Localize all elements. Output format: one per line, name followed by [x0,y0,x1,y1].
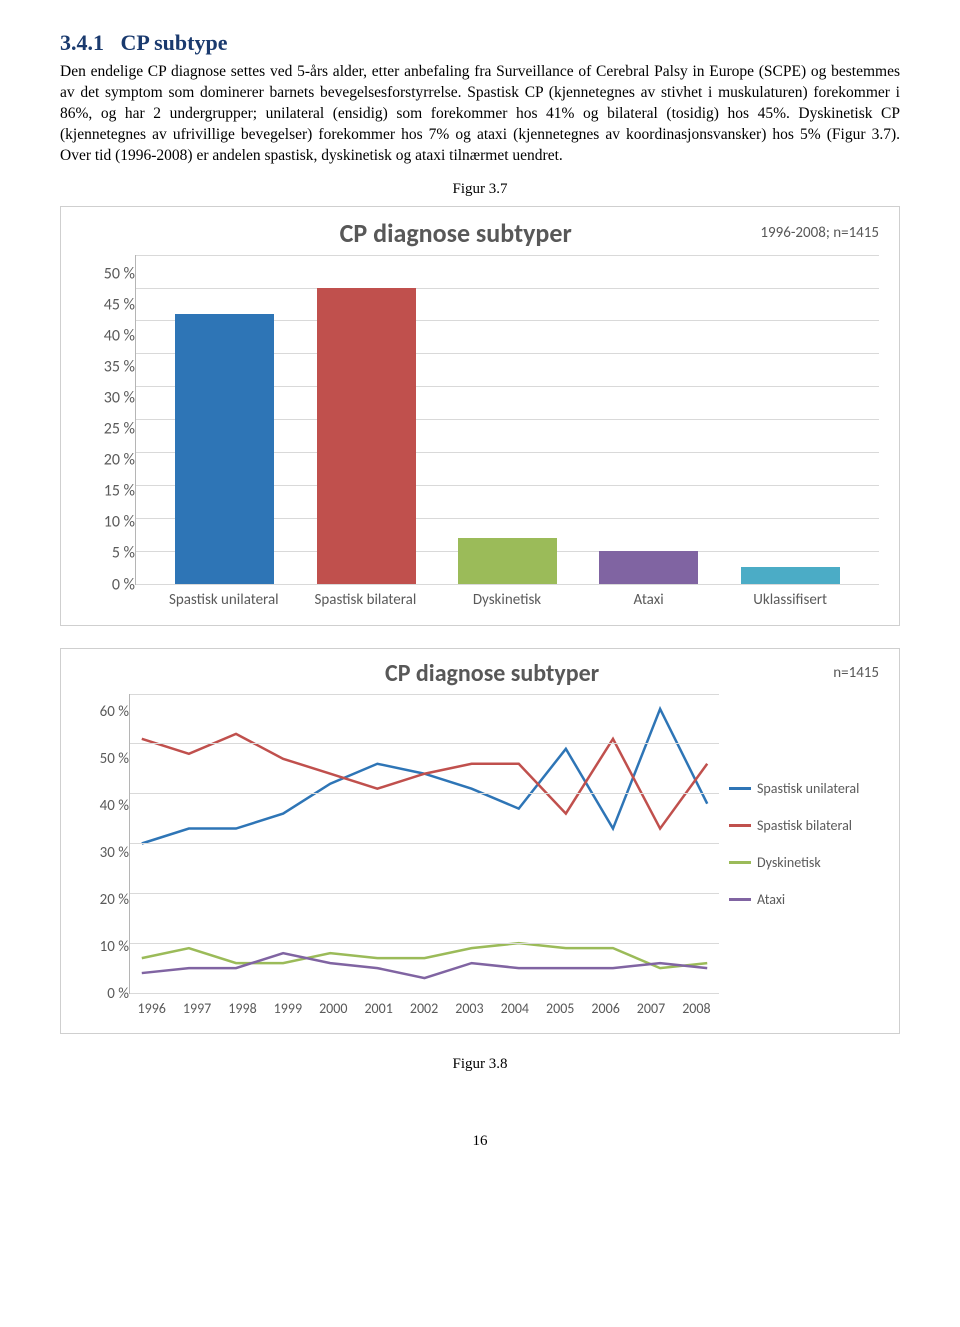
bar-column [295,255,436,584]
bar-y-tick: 30 % [104,388,135,407]
line-legend: Spastisk unilateral Spastisk bilateral Dys… [719,694,879,994]
line-x-label: 2003 [447,1000,492,1017]
bar-column [578,255,719,584]
legend-item: Spastisk bilateral [729,817,879,834]
line-grid-line [130,743,719,744]
bar-x-label: Ataxi [578,591,720,609]
bar-y-tick: 0 % [112,575,135,594]
line-series [142,943,707,968]
line-grid-line [130,793,719,794]
legend-label: Spastisk unilateral [757,780,859,797]
bars-row [136,255,879,584]
bar-chart-header: CP diagnose subtyper 1996-2008; n=1415 [81,217,879,249]
bar-x-label: Spastisk bilateral [295,591,437,609]
section-heading: 3.4.1 CP subtype [60,30,900,56]
bar-chart-title: CP diagnose subtyper [151,217,760,249]
bar-x-label: Dyskinetisk [436,591,578,609]
legend-label: Dyskinetisk [757,854,821,871]
bar-y-tick: 50 % [104,264,135,283]
figure-label-3-8: Figur 3.8 [60,1056,900,1073]
line-grid-line [130,993,719,994]
section-number: 3.4.1 [60,30,104,55]
bar-chart-box: CP diagnose subtyper 1996-2008; n=1415 5… [60,206,900,626]
bar-chart-meta: 1996-2008; n=1415 [760,224,879,242]
line-y-tick: 0 % [107,985,129,1003]
line-x-label: 1997 [174,1000,219,1017]
line-y-tick: 20 % [100,891,129,909]
line-x-label: 1998 [220,1000,265,1017]
bar-y-tick: 15 % [104,482,135,501]
legend-label: Ataxi [757,891,785,908]
line-chart-header: CP diagnose subtyper n=1415 [81,659,879,688]
bar-rect [599,551,698,584]
line-x-label: 1996 [129,1000,174,1017]
bar-x-labels: Spastisk unilateralSpastisk bilateralDys… [135,585,879,609]
bar-x-label: Uklassifisert [719,591,861,609]
line-x-label: 2005 [538,1000,583,1017]
legend-swatch [729,787,751,790]
legend-label: Spastisk bilateral [757,817,852,834]
line-y-tick: 30 % [100,844,129,862]
line-chart-box: CP diagnose subtyper n=1415 60 % 50 % 40 %… [60,648,900,1034]
bar-y-tick: 5 % [112,544,135,563]
line-chart-meta: n=1415 [833,664,879,682]
bar-column [437,255,578,584]
section-paragraph: Den endelige CP diagnose settes ved 5-år… [60,62,900,167]
bar-y-tick: 40 % [104,326,135,345]
line-y-axis: 60 %50 %40 %30 %20 %10 %0 % [81,694,129,994]
line-chart-body: 60 %50 %40 %30 %20 %10 %0 % Spastisk uni… [81,694,879,994]
line-series [142,709,707,844]
bar-plot-area [135,255,879,585]
line-grid-line [130,893,719,894]
page-number: 16 [60,1133,900,1150]
line-plot-area [129,694,719,994]
line-x-label: 2001 [356,1000,401,1017]
figure-label-3-7: Figur 3.7 [60,181,900,198]
bar-y-tick: 20 % [104,451,135,470]
bar-column [720,255,861,584]
line-x-label: 2002 [401,1000,446,1017]
legend-swatch [729,898,751,901]
line-chart-title: CP diagnose subtyper [151,659,833,688]
line-x-labels: 1996199719981999200020012002200320042005… [129,994,719,1017]
line-y-tick: 10 % [100,938,129,956]
line-grid-line [130,943,719,944]
line-grid-line [130,694,719,695]
bar-x-label: Spastisk unilateral [153,591,295,609]
line-x-label: 1999 [265,1000,310,1017]
legend-item: Ataxi [729,891,879,908]
legend-item: Spastisk unilateral [729,780,879,797]
section-title: CP subtype [121,30,228,55]
line-x-label: 2007 [628,1000,673,1017]
line-x-label: 2004 [492,1000,537,1017]
bar-y-tick: 10 % [104,513,135,532]
bar-rect [317,288,416,584]
line-x-label: 2006 [583,1000,628,1017]
bar-y-axis: 50 %45 %40 %35 %30 %25 %20 %15 %10 %5 %0… [81,255,135,585]
bar-chart-body: 50 %45 %40 %35 %30 %25 %20 %15 %10 %5 %0… [81,255,879,585]
line-x-label: 2008 [674,1000,719,1017]
legend-item: Dyskinetisk [729,854,879,871]
line-y-tick: 50 % [100,750,129,768]
line-x-label: 2000 [311,1000,356,1017]
line-grid-line [130,843,719,844]
line-series [142,733,707,828]
bar-grid-line [136,584,879,585]
line-y-tick: 60 % [100,703,129,721]
bar-rect [175,314,274,584]
bar-y-tick: 25 % [104,420,135,439]
bar-column [154,255,295,584]
line-y-tick: 40 % [100,797,129,815]
legend-swatch [729,824,751,827]
legend-swatch [729,861,751,864]
bar-y-tick: 35 % [104,357,135,376]
bar-rect [458,538,557,584]
bar-rect [741,567,840,583]
bar-y-tick: 45 % [104,295,135,314]
